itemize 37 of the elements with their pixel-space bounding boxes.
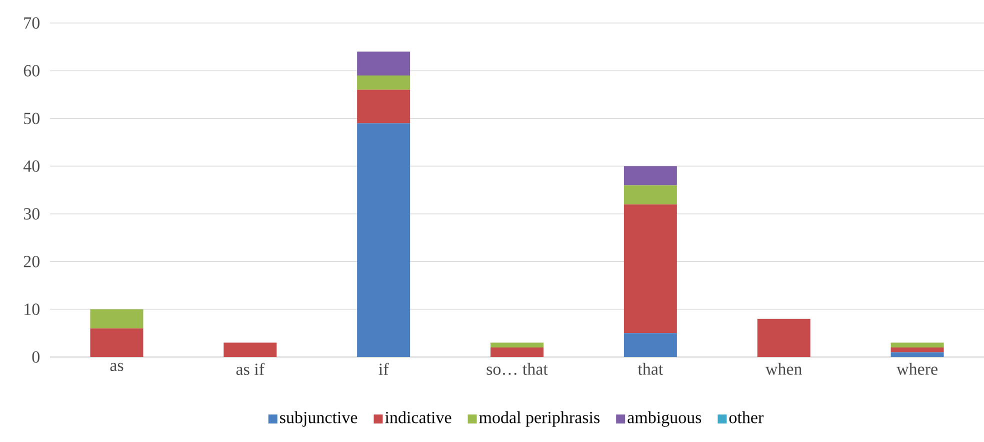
bar [357, 75, 410, 90]
bar [90, 309, 144, 328]
legend-label: indicative [385, 411, 452, 424]
bar [490, 342, 544, 348]
bar [624, 204, 677, 334]
bar [624, 166, 677, 186]
legend-label: ambiguous [628, 411, 702, 427]
x-tick-label: that [638, 362, 664, 375]
x-tick-label: so… that [486, 362, 548, 375]
bar [624, 185, 677, 204]
bar [357, 52, 410, 76]
y-tick-label: 0 [32, 351, 40, 363]
bar [890, 352, 944, 357]
bar [90, 328, 144, 357]
x-tick-label: when [765, 362, 802, 375]
bar [890, 342, 944, 348]
y-tick-label: 30 [24, 208, 40, 220]
legend-label: subjunctive [280, 411, 358, 427]
x-tick-label: as if [236, 362, 265, 376]
x-tick-label: where [896, 362, 938, 375]
y-tick-label: 60 [24, 64, 40, 76]
x-tick-label: if [378, 362, 389, 375]
y-tick-label: 50 [24, 112, 40, 124]
bar [890, 347, 944, 352]
legend-label: modal periphrasis [479, 411, 600, 427]
y-tick-label: 70 [24, 17, 40, 29]
y-tick-label: 10 [24, 304, 40, 316]
x-tick-label: as [110, 362, 124, 372]
bar [757, 318, 810, 357]
bar [490, 347, 544, 357]
y-tick-label: 40 [23, 160, 40, 172]
bar [357, 90, 410, 124]
legend-label: other [729, 411, 764, 424]
bar [357, 123, 410, 357]
y-tick-label: 20 [24, 256, 40, 268]
bar [624, 333, 677, 357]
bar [224, 342, 277, 357]
